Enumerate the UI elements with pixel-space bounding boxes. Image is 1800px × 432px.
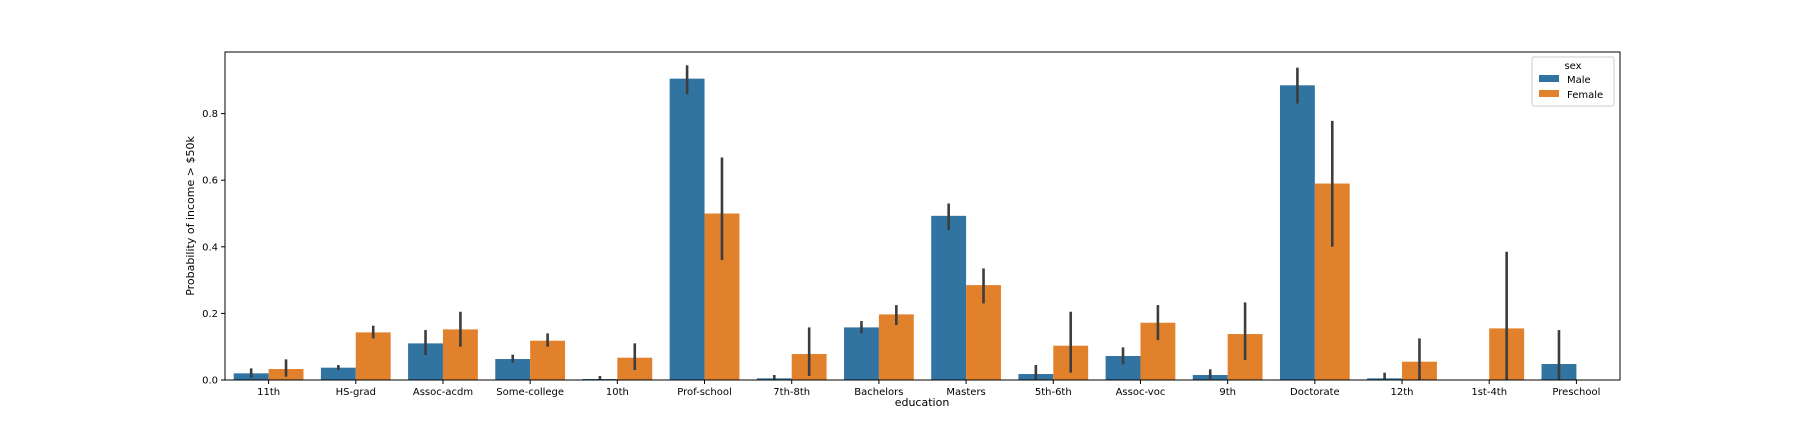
x-tick-label: 10th	[606, 387, 629, 398]
y-axis-label: Probability of income > $50k	[184, 136, 197, 296]
bars-layer	[233, 78, 1577, 381]
legend-label-female: Female	[1567, 90, 1603, 101]
legend-label-male: Male	[1567, 75, 1591, 86]
x-tick-label: Doctorate	[1290, 387, 1340, 398]
y-tick-label: 0.4	[202, 242, 218, 253]
bar-male-5	[669, 78, 705, 380]
legend-swatch-female	[1539, 90, 1559, 97]
bar-female-7	[878, 314, 914, 380]
x-axis-label: education	[895, 396, 950, 409]
x-tick-label: Prof-school	[677, 387, 732, 398]
x-tick-label: 12th	[1391, 387, 1414, 398]
legend-title: sex	[1564, 61, 1581, 72]
bar-female-1	[355, 332, 391, 380]
x-tick-label: Assoc-acdm	[413, 387, 473, 398]
bar-male-3	[495, 359, 531, 380]
x-tick-label: Masters	[946, 387, 985, 398]
y-tick-label: 0.0	[202, 376, 218, 387]
bar-male-1	[320, 367, 356, 380]
y-tick-label: 0.8	[202, 109, 218, 120]
x-tick-label: 9th	[1219, 387, 1236, 398]
x-tick-label: 11th	[257, 387, 280, 398]
bar-male-7	[844, 327, 879, 380]
x-axis: 11th HS-grad Assoc-acdm Some-college 10th Pro…	[257, 380, 1600, 398]
plot-frame	[224, 51, 1621, 381]
x-tick-label: Bachelors	[854, 387, 903, 398]
y-axis: 0.0 0.2 0.4 0.6 0.8	[202, 109, 225, 387]
x-tick-label: 7th-8th	[773, 387, 810, 398]
y-tick-label: 0.6	[202, 176, 218, 187]
legend: sex Male Female	[1531, 56, 1615, 107]
bar-male-12	[1279, 85, 1315, 381]
bar-male-8	[931, 215, 967, 380]
legend-swatch-male	[1539, 75, 1559, 82]
x-tick-label: Preschool	[1552, 387, 1600, 398]
x-tick-label: Assoc-voc	[1116, 387, 1166, 398]
x-tick-label: HS-grad	[336, 387, 376, 398]
error-bars-layer	[249, 65, 1561, 380]
x-tick-label: 1st-4th	[1471, 387, 1507, 398]
bar-female-3	[530, 340, 566, 380]
y-tick-label: 0.2	[202, 309, 218, 320]
x-tick-label: Some-college	[496, 387, 564, 398]
bar-male-10	[1105, 356, 1141, 380]
x-tick-label: 5th-6th	[1035, 387, 1072, 398]
